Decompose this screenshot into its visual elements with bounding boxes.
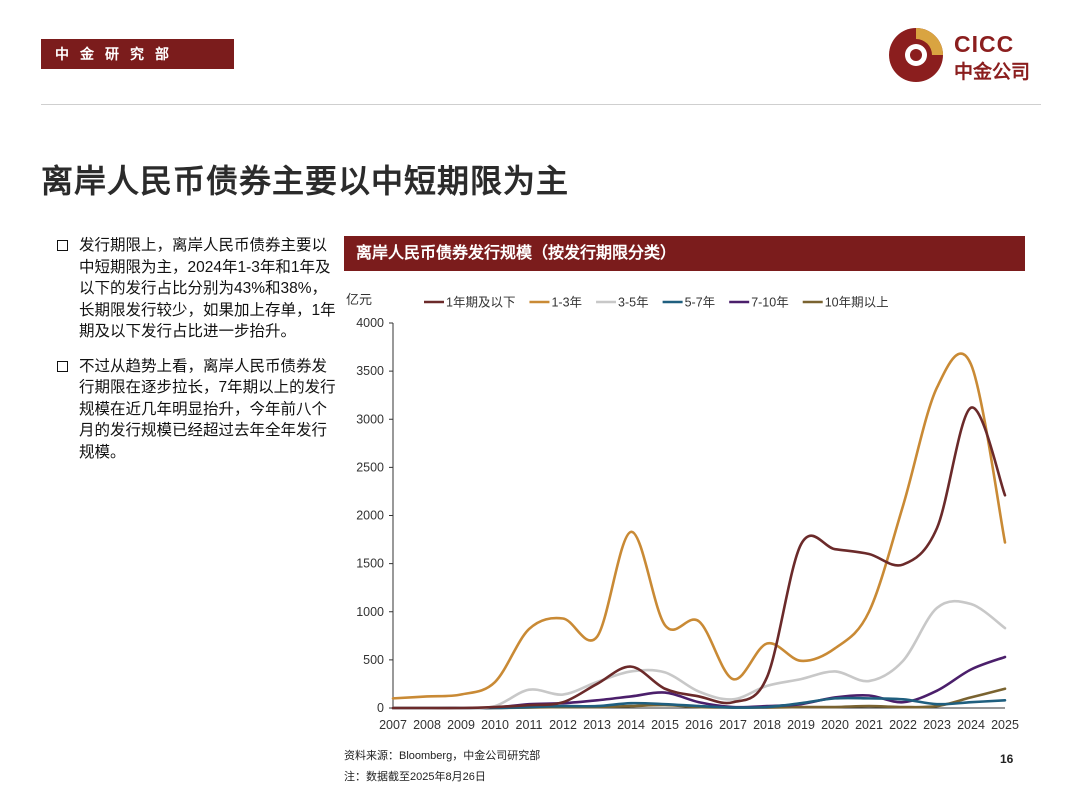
x-tick-label: 2014 <box>617 718 645 732</box>
bullet-text: 发行期限上，离岸人民币债券主要以中短期限为主，2024年1-3年和1年及以下的发… <box>79 237 336 340</box>
cicc-logo: CICC 中金公司 <box>888 27 1048 83</box>
y-tick-label: 0 <box>377 701 384 715</box>
issuance-line-chart: 0 500 1000 1500 2000 2500 3000 3500 4000 亿元 2007 20… <box>346 292 1019 732</box>
legend-label: 10年期以上 <box>825 296 889 310</box>
y-tick-label: 3500 <box>356 364 384 378</box>
y-tick-label: 2000 <box>356 509 384 523</box>
page-number: 16 <box>1000 752 1014 766</box>
legend-label: 1-3年 <box>551 296 582 310</box>
series-line <box>391 352 1007 700</box>
x-tick-label: 2022 <box>889 718 917 732</box>
series-line <box>391 406 1007 710</box>
x-tick-label: 2016 <box>685 718 713 732</box>
series-line <box>391 599 1007 710</box>
x-tick-label: 2012 <box>549 718 577 732</box>
legend-label: 7-10年 <box>751 296 789 310</box>
legend-label: 5-7年 <box>685 296 716 310</box>
x-tick-label: 2021 <box>855 718 883 732</box>
legend-label: 3-5年 <box>618 296 649 310</box>
y-tick-label: 4000 <box>356 316 384 330</box>
bullet-text: 不过从趋势上看，离岸人民币债券发行期限在逐步拉长，7年期以上的发行规模在近几年明… <box>79 357 336 461</box>
y-tick-label: 500 <box>363 653 384 667</box>
y-tick-label: 1500 <box>356 557 384 571</box>
bullet-item: 不过从趋势上看，离岸人民币债券发行期限在逐步拉长，7年期以上的发行规模在近几年明… <box>57 356 337 464</box>
page-title: 离岸人民币债券主要以中短期限为主 <box>41 163 570 199</box>
department-label: 中金研究部 <box>41 39 234 69</box>
y-tick-label: 1000 <box>356 605 384 619</box>
x-tick-label: 2015 <box>651 718 679 732</box>
x-tick-label: 2013 <box>583 718 611 732</box>
x-tick-label: 2011 <box>516 718 543 732</box>
chart-header: 离岸人民币债券发行规模（按发行期限分类） <box>344 236 1025 271</box>
header-divider <box>41 104 1041 105</box>
x-tick-label: 2023 <box>923 718 951 732</box>
logo-text-en: CICC <box>954 31 1015 57</box>
bullet-item: 发行期限上，离岸人民币债券主要以中短期限为主，2024年1-3年和1年及以下的发… <box>57 235 337 343</box>
cicc-logo-icon <box>889 28 943 82</box>
x-tick-label: 2018 <box>753 718 781 732</box>
x-tick-label: 2024 <box>957 718 985 732</box>
data-note: 注：数据截至2025年8月26日 <box>344 771 486 783</box>
y-tick-label: 2500 <box>356 460 384 474</box>
x-tick-label: 2017 <box>719 718 747 732</box>
x-tick-label: 2025 <box>991 718 1019 732</box>
x-tick-label: 2020 <box>821 718 849 732</box>
square-bullet-icon <box>57 240 68 251</box>
logo-text-cn: 中金公司 <box>954 62 1031 83</box>
x-tick-label: 2007 <box>379 718 407 732</box>
y-axis-label: 亿元 <box>346 292 372 307</box>
legend-label: 1年期及以下 <box>446 296 515 310</box>
x-tick-label: 2010 <box>481 718 509 732</box>
source-note: 资料来源：Bloomberg，中金公司研究部 <box>344 750 541 762</box>
x-tick-label: 2009 <box>447 718 475 732</box>
x-tick-label: 2008 <box>413 718 441 732</box>
y-tick-label: 3000 <box>356 412 384 426</box>
bullet-list: 发行期限上，离岸人民币债券主要以中短期限为主，2024年1-3年和1年及以下的发… <box>57 235 337 476</box>
x-tick-label: 2019 <box>787 718 815 732</box>
square-bullet-icon <box>57 360 68 372</box>
